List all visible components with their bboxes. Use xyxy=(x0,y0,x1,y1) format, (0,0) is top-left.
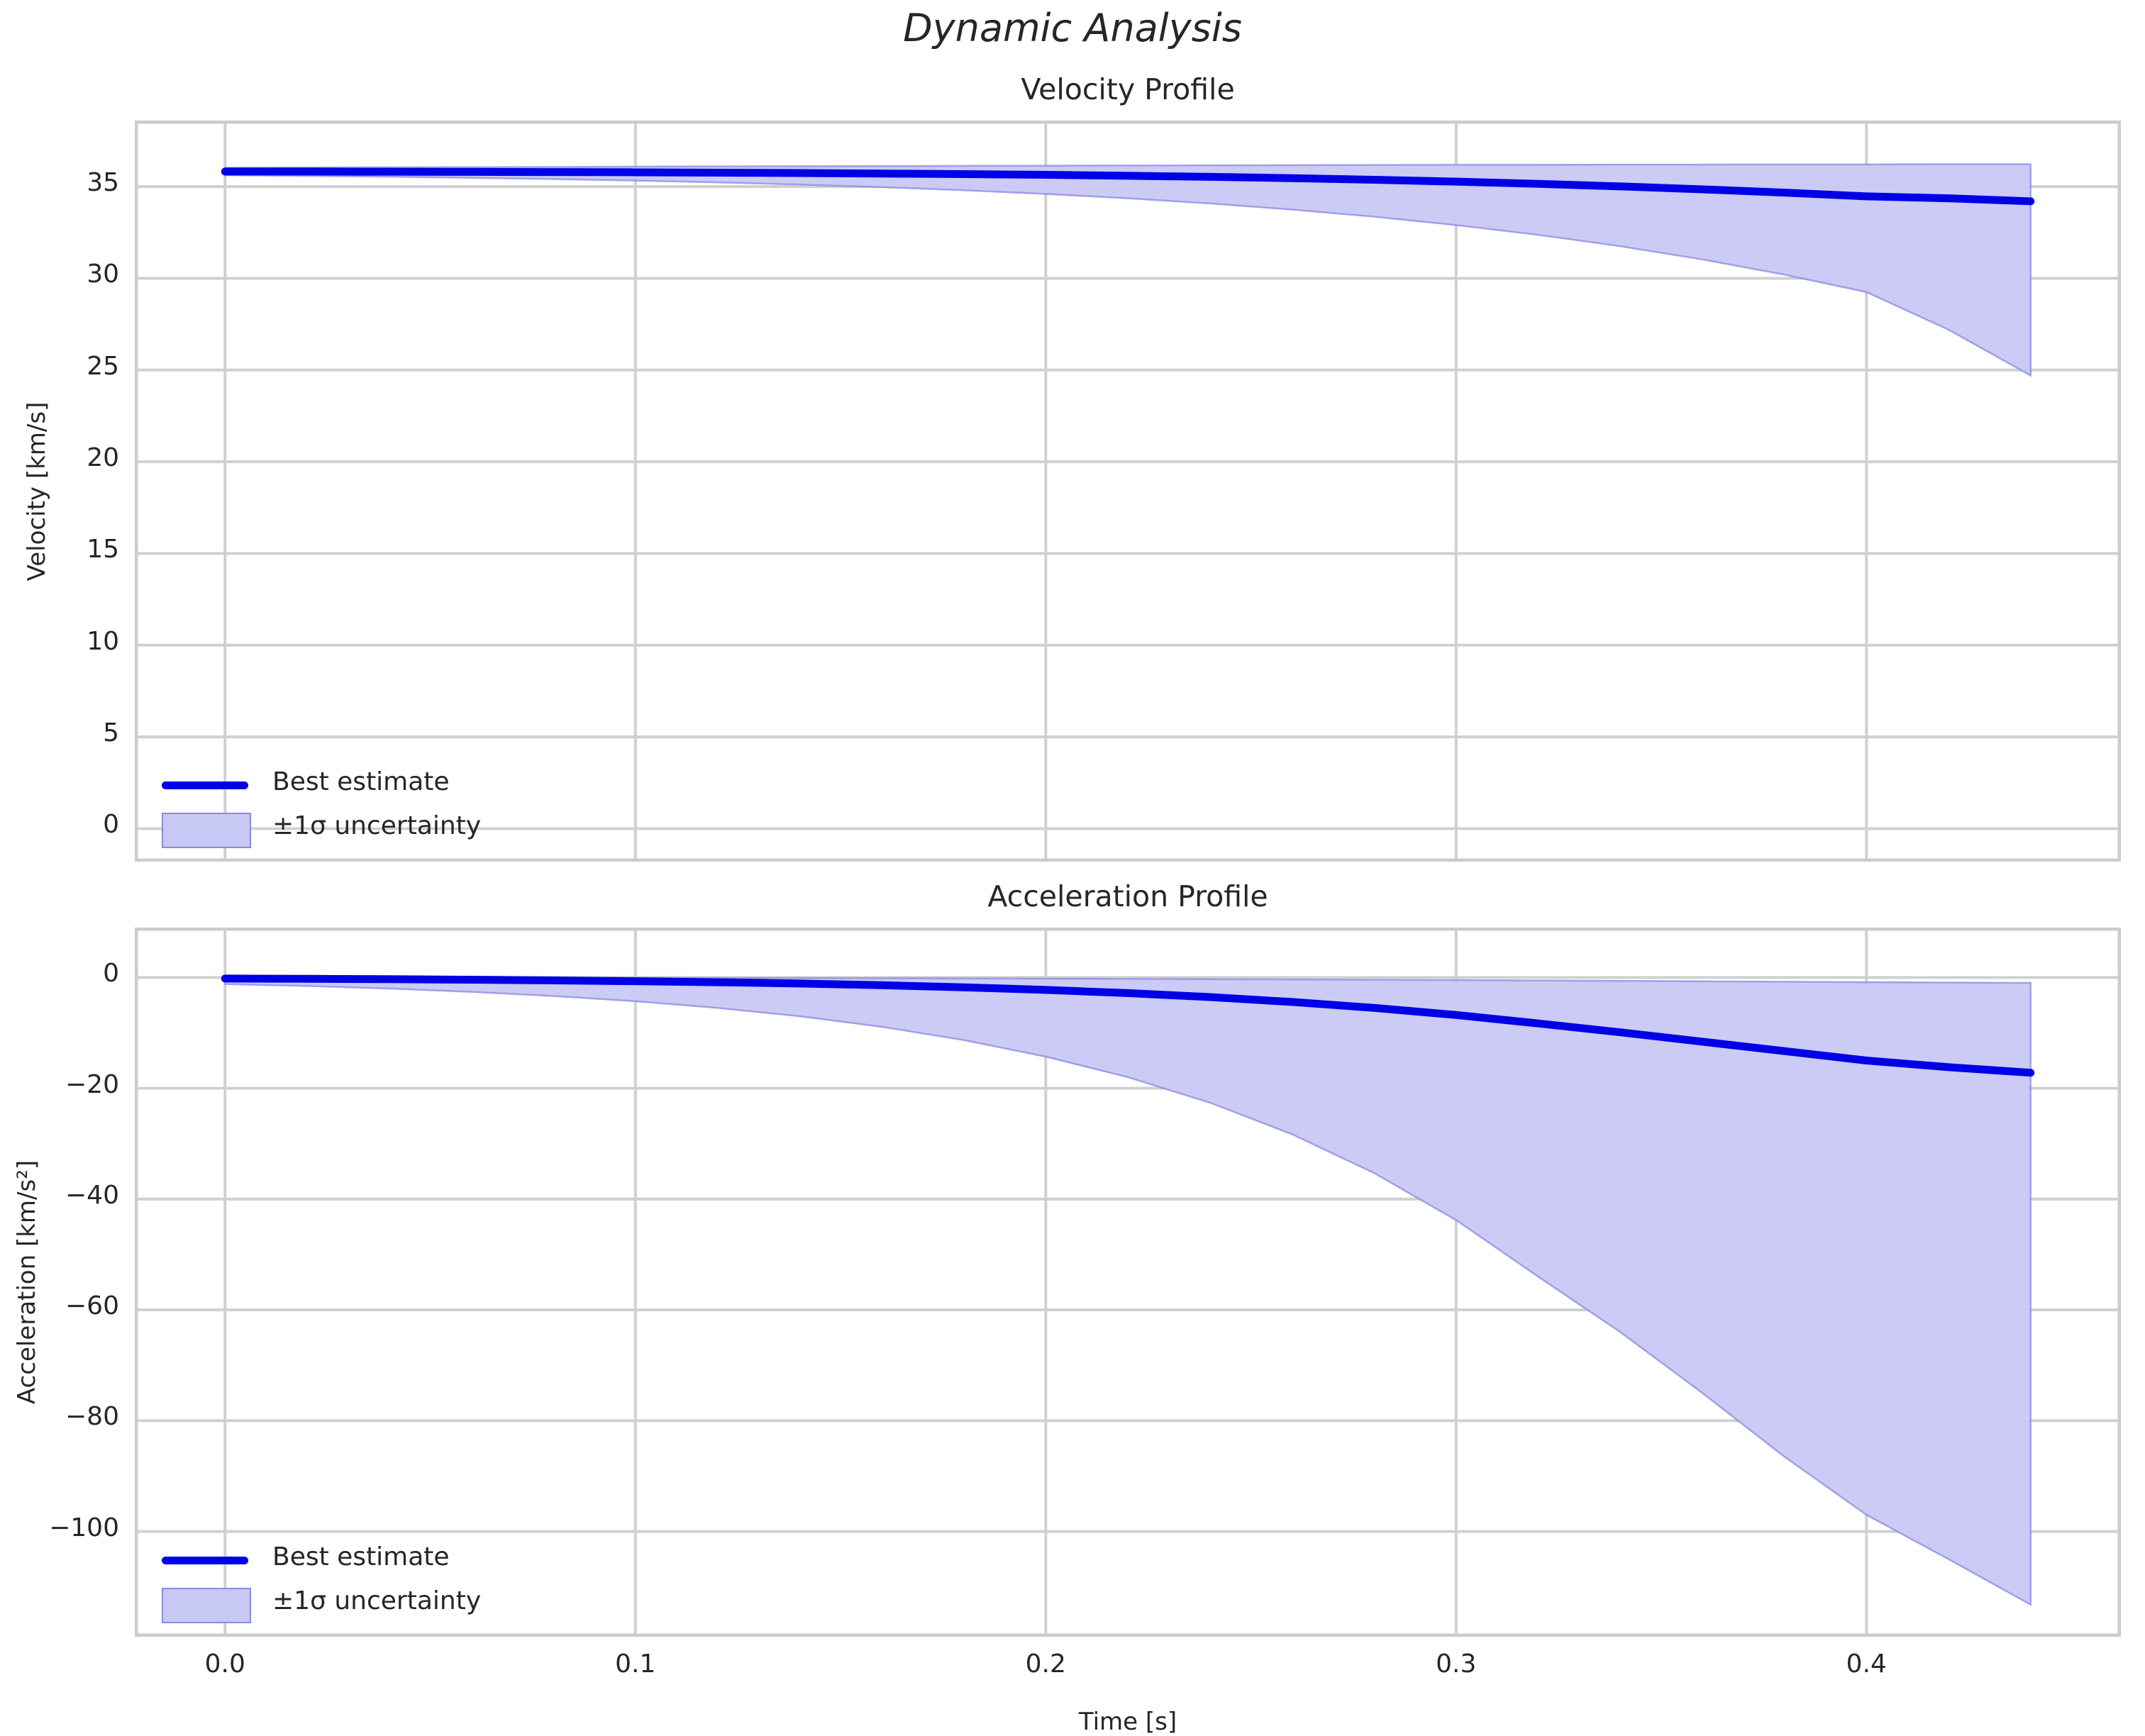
legend-line-label: Best estimate xyxy=(272,1542,450,1571)
acceleration-y-tick-label: 0 xyxy=(103,959,119,989)
velocity-legend: Best estimate ±1σ uncertainty xyxy=(145,766,514,850)
velocity-svg xyxy=(135,121,2121,862)
acceleration-subplot-title: Acceleration Profile xyxy=(987,879,1268,913)
x-tick-label: 0.0 xyxy=(204,1649,245,1679)
velocity-y-tick-label: 30 xyxy=(87,260,119,289)
acceleration-plot-area xyxy=(135,928,2121,1637)
axes-spines xyxy=(135,928,2121,1637)
acceleration-y-tick-label: −20 xyxy=(65,1069,119,1099)
x-tick-label: 0.4 xyxy=(1846,1649,1887,1679)
legend-line-swatch xyxy=(162,1557,248,1564)
legend-line-swatch xyxy=(162,781,248,789)
velocity-y-tick-label: 0 xyxy=(103,810,119,840)
x-tick-label: 0.3 xyxy=(1436,1649,1477,1679)
best-estimate-line xyxy=(221,167,2035,206)
legend-line-label: Best estimate xyxy=(272,767,450,796)
legend-band-label: ±1σ uncertainty xyxy=(272,1586,482,1615)
acceleration-y-tick-label: −80 xyxy=(65,1402,119,1432)
x-tick-label: 0.2 xyxy=(1025,1649,1066,1679)
uncertainty-band xyxy=(224,163,2032,377)
velocity-y-tick-label: 10 xyxy=(87,626,119,656)
velocity-plot-area xyxy=(135,121,2121,862)
acceleration-svg xyxy=(135,928,2121,1637)
velocity-y-tick-label: 25 xyxy=(87,351,119,381)
uncertainty-band xyxy=(224,976,2032,1606)
legend-band-swatch xyxy=(162,813,251,848)
axes-spines xyxy=(135,121,2121,862)
velocity-y-tick-label: 15 xyxy=(87,535,119,564)
legend-band-swatch xyxy=(162,1588,251,1623)
acceleration-y-tick-label: −40 xyxy=(65,1180,119,1210)
velocity-y-tick-label: 5 xyxy=(103,718,119,748)
legend-band-label: ±1σ uncertainty xyxy=(272,811,482,840)
velocity-subplot-title: Velocity Profile xyxy=(1021,72,1235,106)
acceleration-y-tick-label: −100 xyxy=(49,1513,119,1542)
acceleration-y-tick-label: −60 xyxy=(65,1291,119,1321)
x-tick-label: 0.1 xyxy=(615,1649,656,1679)
figure-suptitle: Dynamic Analysis xyxy=(903,6,1242,50)
velocity-y-tick-label: 20 xyxy=(87,443,119,473)
acceleration-legend: Best estimate ±1σ uncertainty xyxy=(145,1541,514,1625)
velocity-y-tick-label: 35 xyxy=(87,168,119,198)
best-estimate-line xyxy=(221,974,2035,1077)
